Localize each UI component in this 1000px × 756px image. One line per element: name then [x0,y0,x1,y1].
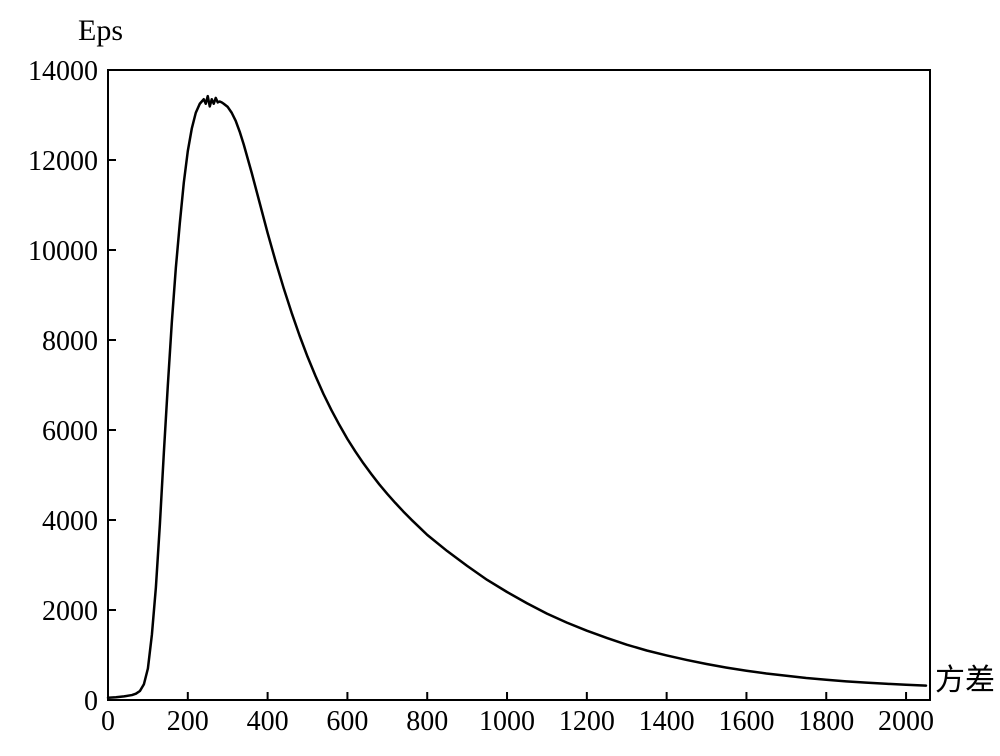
x-tick-label: 800 [406,706,448,737]
x-tick-label: 1800 [798,706,854,737]
y-tick-label: 0 [84,686,98,717]
y-tick-label: 10000 [28,236,98,267]
y-tick-label: 2000 [42,596,98,627]
x-tick-label: 1200 [559,706,615,737]
x-tick-label: 0 [101,706,115,737]
x-tick-label: 600 [326,706,368,737]
y-tick-label: 4000 [42,506,98,537]
y-axis-title: Eps [78,14,123,47]
x-tick-label: 200 [167,706,209,737]
x-axis-title: 方差 [935,664,995,697]
x-tick-label: 2000 [878,706,934,737]
y-tick-label: 8000 [42,326,98,357]
line-chart: 0 200 400 600 800 1000 1200 1400 1600 1800 2000 0 20… [0,0,1000,756]
x-tick-label: 1600 [718,706,774,737]
y-tick-label: 6000 [42,416,98,447]
chart-container: 0 200 400 600 800 1000 1200 1400 1600 1800 2000 0 20… [0,0,1000,756]
x-tick-label: 400 [247,706,289,737]
eps-curve [108,96,926,698]
x-tick-label: 1400 [639,706,695,737]
x-tick-label: 1000 [479,706,535,737]
y-tick-label: 12000 [28,146,98,177]
plot-border [108,70,930,700]
y-tick-label: 14000 [28,56,98,87]
